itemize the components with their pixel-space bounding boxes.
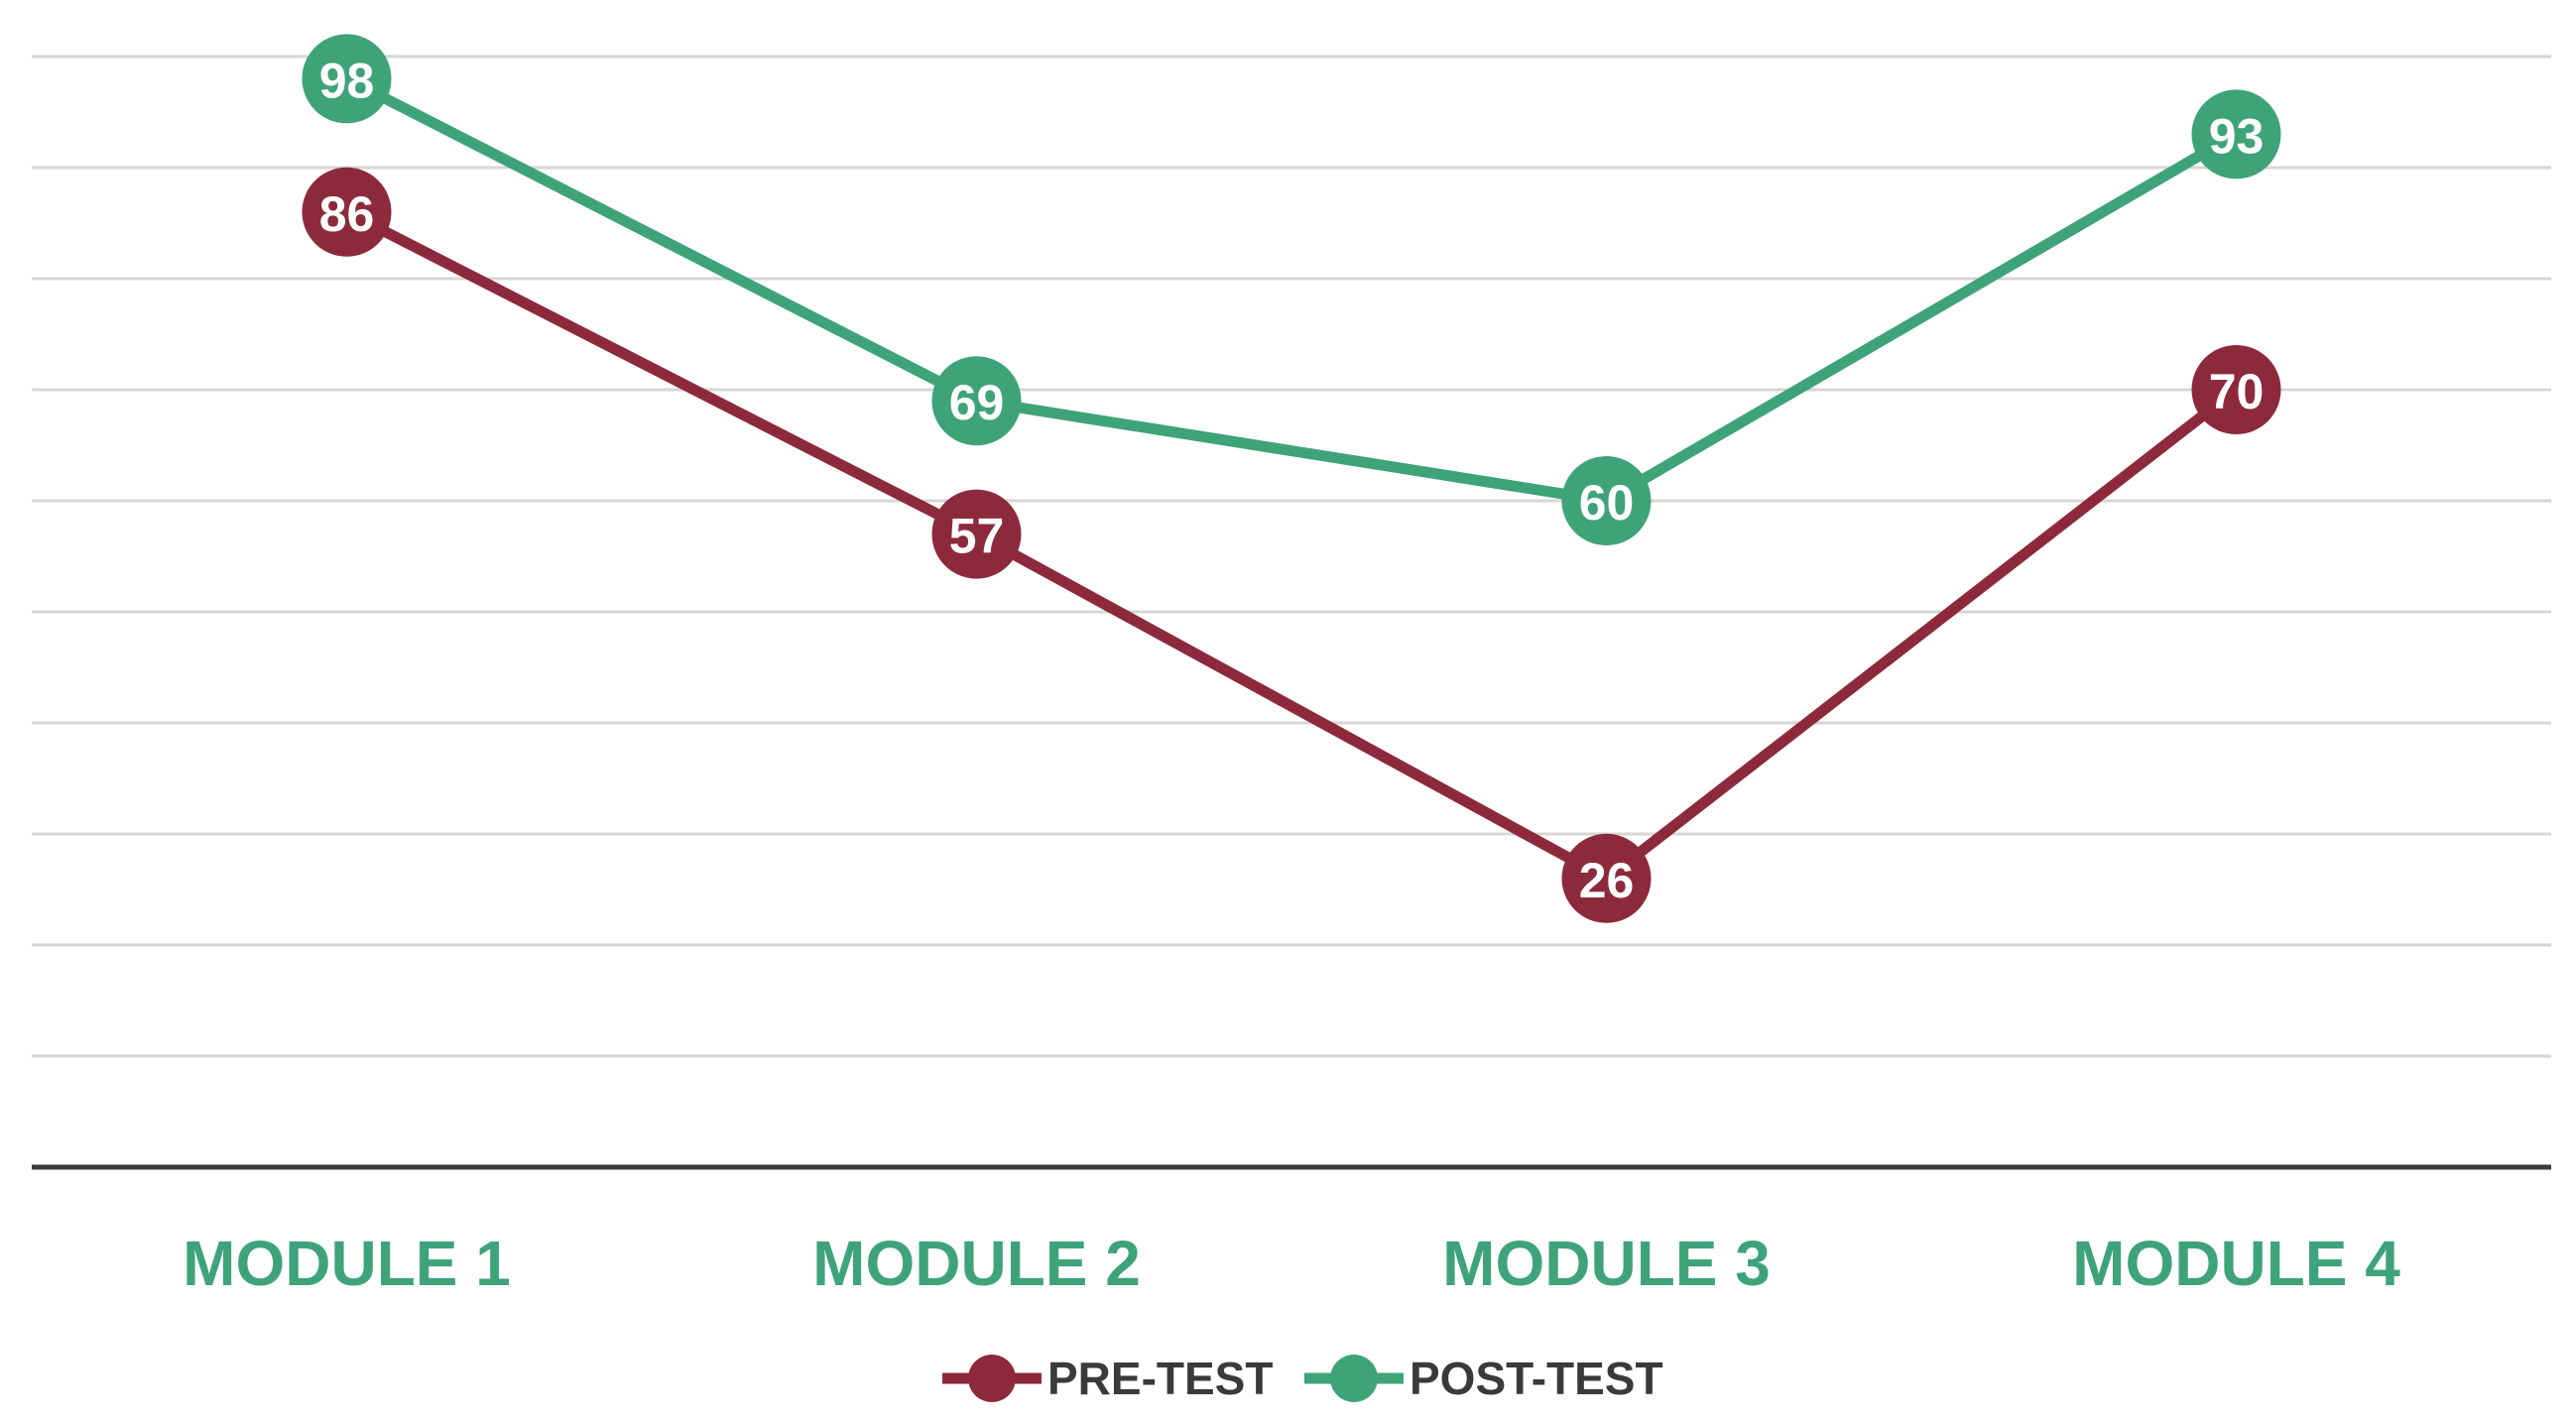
x-tick-label: MODULE 3 [1442, 1228, 1771, 1299]
data-point [1561, 833, 1652, 923]
data-point [931, 356, 1022, 446]
x-tick-label: MODULE 4 [2072, 1228, 2400, 1299]
data-label: 86 [319, 186, 375, 242]
legend-marker [968, 1355, 1016, 1402]
x-tick-label: MODULE 2 [812, 1228, 1141, 1299]
data-label: 26 [1579, 853, 1635, 908]
data-label: 98 [319, 53, 375, 108]
data-point [931, 489, 1022, 579]
data-label: 70 [2209, 364, 2265, 419]
legend-label: POST-TEST [1410, 1353, 1663, 1404]
data-point [2191, 89, 2281, 179]
legend-label: PRE-TEST [1047, 1353, 1273, 1404]
data-point [302, 34, 392, 124]
data-label: 69 [949, 375, 1005, 430]
legend-marker [1330, 1355, 1378, 1402]
series-line [343, 73, 2240, 507]
data-point [2191, 345, 2281, 434]
x-tick-label: MODULE 1 [183, 1228, 511, 1299]
data-point [1561, 456, 1652, 545]
series-line [343, 206, 2240, 885]
data-point [302, 167, 392, 257]
data-label: 93 [2209, 108, 2265, 164]
data-label: 57 [949, 509, 1005, 564]
data-label: 60 [1579, 475, 1635, 531]
